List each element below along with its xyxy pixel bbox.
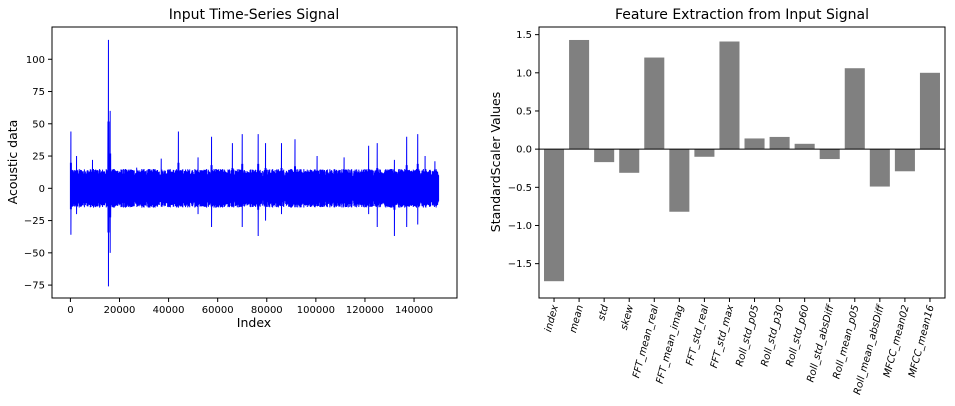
time-series-x-ticks: 0 20000 40000 60000 80000 100000 120000 140000 [67,298,433,316]
feature-bar-mfcc-mean02 [894,149,915,172]
feature-x-ticks: index mean std skewFFT_mean_realFFT_mean_im… [543,298,937,396]
feature-axes-frame [538,26,946,299]
feature-bar-roll-mean-p05 [844,68,865,150]
feature-y-tick-label: 1.0 [516,68,532,79]
feature-bar-mfcc-mean16 [919,72,940,150]
time-series-x-label: Index [237,315,271,330]
time-series-x-tick-label: 80000 [251,305,283,316]
feature-y-tick-label: 0.0 [516,145,532,156]
time-series-axes-frame [51,26,458,299]
time-series-y-tick-label: −50 [24,248,45,259]
feature-x-tick-label: index [543,304,561,334]
feature-x-tick-label: skew [619,303,636,331]
feature-y-tick-label: 1.5 [516,30,532,41]
time-series-y-tick-label: 25 [32,152,45,163]
time-series-x-tick-label: 120000 [346,305,384,316]
time-series-title: Input Time-Series Signal [169,7,340,23]
feature-x-tick-label: MFCC_mean02 [882,304,912,379]
time-series-y-label: Acoustic data [5,120,20,205]
feature-x-tick-label: Roll_std_p60 [785,304,812,368]
time-series-y-tick-label: 100 [26,55,45,66]
feature-x-tick-label: FFT_mean_imag [655,304,687,385]
time-series-y-tick-label: 0 [39,184,45,195]
feature-bar-fft-std-max [719,41,740,150]
feature-x-tick-label: FFT_std_max [709,304,736,370]
feature-bar-roll-mean-absdiff [869,149,890,187]
feature-x-tick-label: Roll_std_p30 [760,304,787,368]
feature-y-tick-label: 0.5 [516,106,532,117]
feature-x-tick-label: std [596,303,611,321]
time-series-x-tick-label: 140000 [395,305,433,316]
feature-y-tick-label: −1.5 [508,259,532,270]
feature-bar-chart: Feature Extraction from Input Signal −1.… [488,7,946,396]
time-series-plot-area [69,39,440,287]
time-series-y-tick-label: −75 [24,281,45,292]
time-series-x-tick-label: 40000 [153,305,185,316]
feature-bar-roll-std-absdiff [819,149,840,160]
time-series-chart: Input Time-Series Signal 0 20000 40000 6000… [5,7,458,330]
feature-x-tick-label: Roll_std_p05 [734,304,761,368]
feature-bar-fft-mean-imag [669,149,690,212]
feature-bar-std [594,149,615,163]
acoustic-signal-line [69,39,440,287]
time-series-x-tick-label: 20000 [104,305,136,316]
time-series-x-tick-label: 100000 [297,305,335,316]
time-series-y-tick-label: −25 [24,216,45,227]
feature-bar-fft-std-real [694,149,715,157]
time-series-x-tick-label: 0 [67,305,73,316]
feature-x-tick-label: MFCC_mean16 [907,304,937,379]
feature-y-tick-label: −1.0 [508,221,532,232]
feature-y-label: StandardScaler Values [488,92,503,232]
time-series-y-tick-label: 50 [32,119,45,130]
time-series-y-tick-label: 75 [32,87,45,98]
feature-bar-index [544,149,565,282]
feature-bar-roll-std-p05 [744,138,765,150]
feature-x-tick-label: Roll_mean_p05 [831,304,861,380]
feature-bar-skew [619,149,640,173]
feature-x-tick-label: FFT_mean_real [631,304,661,380]
feature-x-tick-label: mean [568,304,586,334]
feature-y-tick-label: −0.5 [508,183,532,194]
feature-bar-roll-std-p60 [794,143,815,150]
feature-x-tick-label: FFT_std_real [685,304,712,367]
feature-bar-roll-std-p30 [769,136,790,150]
feature-chart-title: Feature Extraction from Input Signal [615,7,869,23]
time-series-y-ticks: −75 −50 −25 0 25 50 75 100 [24,55,52,292]
feature-bar-mean [569,39,590,150]
feature-y-ticks: −1.5 −1.0 −0.5 0.0 0.5 1.0 1.5 [508,30,539,270]
feature-bars [544,39,940,282]
time-series-x-tick-label: 60000 [202,305,234,316]
feature-bar-fft-mean-real [644,57,665,150]
